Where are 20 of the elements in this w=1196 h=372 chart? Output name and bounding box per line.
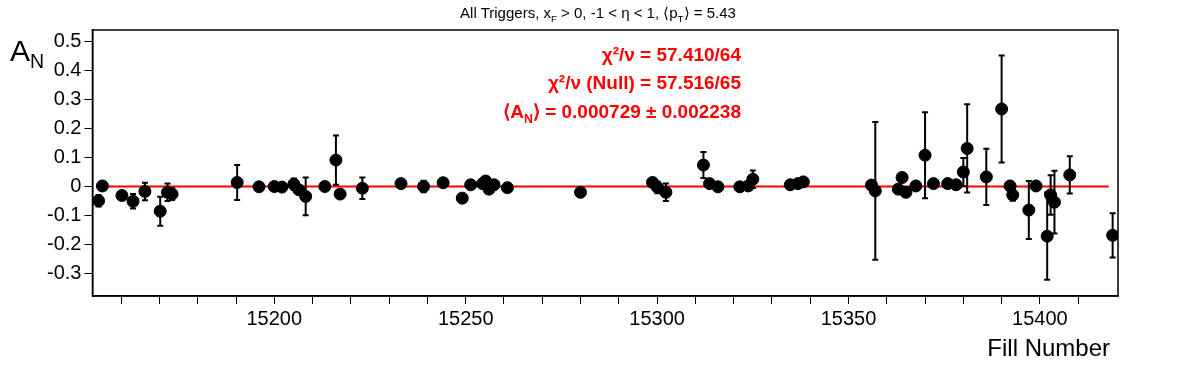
y-tick-label: -0.1 xyxy=(46,203,82,226)
x-axis-title: Fill Number xyxy=(987,334,1110,362)
y-tick-label: -0.3 xyxy=(46,261,82,284)
x-tick-label: 15300 xyxy=(629,306,685,329)
y-tick-label: 0.3 xyxy=(53,87,82,110)
annotation: χ²/ν = 57.410/64 xyxy=(601,44,741,66)
y-tick-label: 0 xyxy=(70,174,82,197)
x-tick-label: 15200 xyxy=(246,306,303,329)
chart-title: All Triggers, x$_{F}$ > 0, -1 < η < 1, ⟨p$_{T}$⟩ = 5.43 xyxy=(459,4,737,24)
y-tick-label: 0.1 xyxy=(53,145,82,168)
y-tick-label: 0.2 xyxy=(53,116,82,139)
y-tick-label: -0.2 xyxy=(46,232,82,255)
x-tick-label: 15250 xyxy=(437,306,494,329)
y-axis-title: A$_{N}$ xyxy=(10,34,45,73)
x-tick-label: 15400 xyxy=(1012,306,1068,329)
x-tick-label: 15350 xyxy=(820,306,877,329)
annotation: ⟨A$_{N}$⟩ = 0.000729 ± 0.002238 xyxy=(503,100,741,126)
annotation: χ²/ν (Null) = 57.516/65 xyxy=(547,72,741,94)
y-tick-label: 0.4 xyxy=(53,58,82,81)
y-tick-label: 0.5 xyxy=(53,29,82,52)
